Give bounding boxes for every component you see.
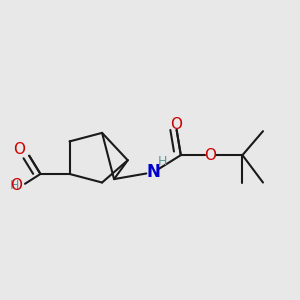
Text: O: O (10, 178, 22, 194)
Text: O: O (204, 148, 216, 163)
Text: H: H (157, 155, 167, 169)
Text: O: O (170, 117, 182, 132)
Text: O: O (13, 142, 25, 158)
Text: N: N (146, 163, 161, 181)
Text: H: H (10, 179, 19, 192)
